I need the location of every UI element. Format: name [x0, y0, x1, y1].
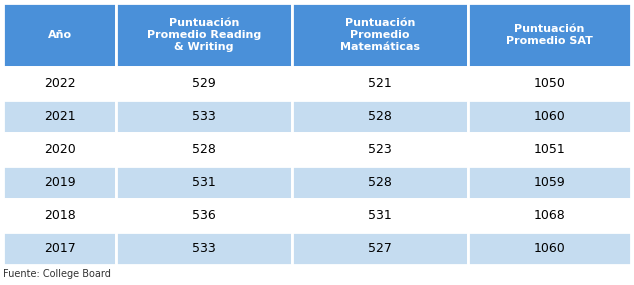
Bar — [3, 67, 116, 100]
Text: 2018: 2018 — [44, 209, 75, 222]
Bar — [116, 199, 292, 232]
Bar — [292, 100, 468, 133]
Text: 2021: 2021 — [44, 110, 75, 123]
Text: 1059: 1059 — [533, 176, 566, 189]
Bar — [116, 166, 292, 199]
Bar — [116, 232, 292, 265]
Bar — [3, 232, 116, 265]
Bar — [468, 100, 631, 133]
Text: 1050: 1050 — [533, 77, 566, 90]
Bar — [468, 232, 631, 265]
Text: 2019: 2019 — [44, 176, 75, 189]
Text: 528: 528 — [368, 110, 392, 123]
Text: 527: 527 — [368, 242, 392, 255]
Bar — [3, 100, 116, 133]
Bar — [3, 166, 116, 199]
Text: 521: 521 — [368, 77, 392, 90]
Bar — [468, 133, 631, 166]
Text: Puntuación
Promedio
Matemáticas: Puntuación Promedio Matemáticas — [340, 19, 420, 52]
Text: 523: 523 — [368, 143, 392, 156]
Text: Puntuación
Promedio Reading
& Writing: Puntuación Promedio Reading & Writing — [147, 19, 261, 52]
Text: 529: 529 — [192, 77, 216, 90]
Bar — [3, 133, 116, 166]
Text: Año: Año — [48, 30, 72, 40]
Text: 1060: 1060 — [533, 242, 566, 255]
Text: 531: 531 — [192, 176, 216, 189]
Bar — [468, 3, 631, 67]
Text: Puntuación
Promedio SAT: Puntuación Promedio SAT — [506, 24, 593, 46]
Bar — [292, 3, 468, 67]
Text: 2022: 2022 — [44, 77, 75, 90]
Bar — [468, 166, 631, 199]
Text: 1068: 1068 — [533, 209, 566, 222]
Bar — [292, 232, 468, 265]
Text: 1051: 1051 — [533, 143, 566, 156]
Bar — [3, 199, 116, 232]
Text: 2020: 2020 — [44, 143, 75, 156]
Bar — [3, 3, 116, 67]
Bar — [292, 67, 468, 100]
Text: 531: 531 — [368, 209, 392, 222]
Text: 1060: 1060 — [533, 110, 566, 123]
Bar — [116, 100, 292, 133]
Bar — [292, 199, 468, 232]
Text: 536: 536 — [192, 209, 216, 222]
Bar — [468, 67, 631, 100]
Bar — [116, 133, 292, 166]
Bar — [468, 199, 631, 232]
Bar — [292, 166, 468, 199]
Text: Fuente: College Board: Fuente: College Board — [3, 269, 111, 279]
Text: 528: 528 — [368, 176, 392, 189]
Text: 533: 533 — [192, 110, 216, 123]
Text: 2017: 2017 — [44, 242, 75, 255]
Bar — [116, 3, 292, 67]
Text: 533: 533 — [192, 242, 216, 255]
Text: 528: 528 — [192, 143, 216, 156]
Bar — [116, 67, 292, 100]
Bar — [292, 133, 468, 166]
